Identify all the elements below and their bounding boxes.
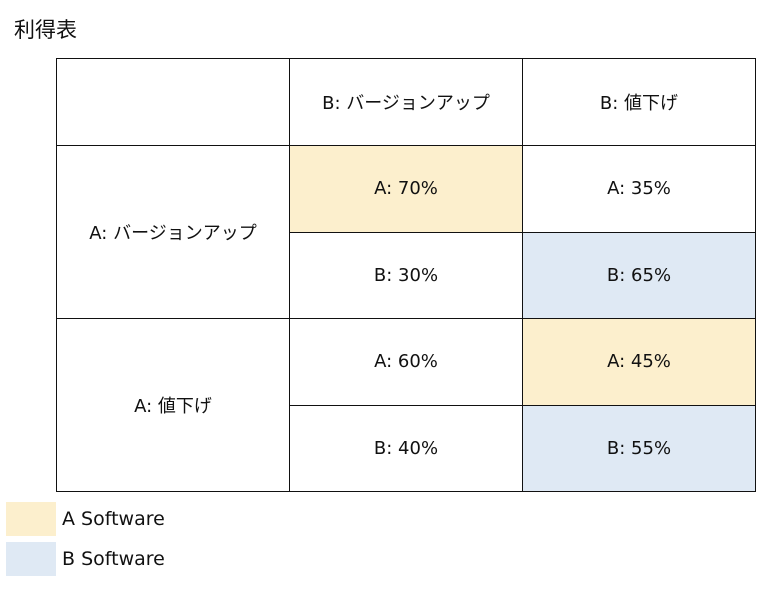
payoff-cell-b-value: B: 65% — [522, 231, 756, 319]
header-row: B: バージョンアップ B: 値下げ — [56, 58, 756, 146]
legend-item-b-software: B Software — [6, 542, 165, 576]
payoff-cell-b-value: B: 30% — [289, 231, 523, 319]
payoff-cell-a-value: A: 70% — [289, 145, 523, 233]
col-header-b-upgrade: B: バージョンアップ — [289, 58, 523, 146]
page-title: 利得表 — [14, 18, 77, 42]
row-header-a-price-cut: A: 値下げ — [56, 318, 290, 492]
table-row: B: 40% B: 55% — [57, 404, 756, 492]
payoff-cell-a-value: A: 60% — [289, 318, 523, 406]
payoff-cell-a-value: A: 35% — [522, 145, 756, 233]
table-row: A: 値下げ A: 60% A: 45% — [56, 318, 756, 492]
table-row: B: 30% B: 65% — [57, 231, 756, 319]
row-header-a-upgrade: A: バージョンアップ — [56, 145, 290, 319]
legend-swatch-a — [6, 502, 56, 536]
legend-label-a: A Software — [62, 508, 165, 530]
corner-cell — [56, 58, 290, 146]
legend-label-b: B Software — [62, 548, 165, 570]
table-row: A: バージョンアップ A: 70% A: 35% — [56, 145, 756, 319]
payoff-cell-a-value: A: 45% — [522, 318, 756, 406]
payoff-table: B: バージョンアップ B: 値下げ A: バージョンアップ A: 70% A:… — [56, 58, 756, 492]
payoff-cell-b-value: B: 40% — [289, 404, 523, 492]
col-header-b-price-cut: B: 値下げ — [522, 58, 756, 146]
payoff-cell-b-value: B: 55% — [522, 404, 756, 492]
legend-swatch-b — [6, 542, 56, 576]
legend-item-a-software: A Software — [6, 502, 165, 536]
